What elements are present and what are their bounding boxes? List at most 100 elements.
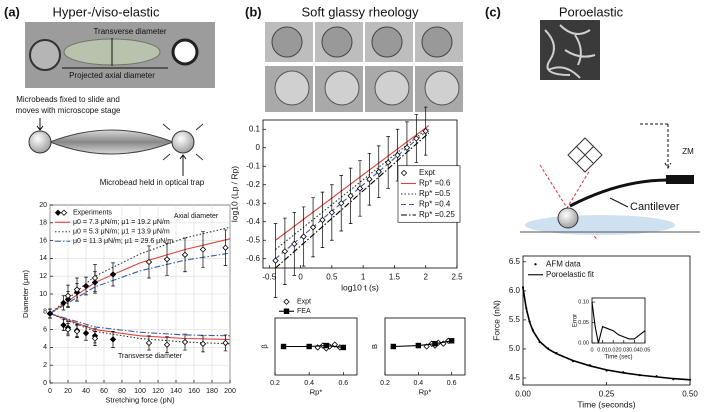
- marker: [181, 251, 189, 259]
- marker: [323, 342, 329, 349]
- legend-label: μ0 = 5.3 μN/m; μ1 = 13.9 μN/m: [73, 229, 170, 236]
- marker: [291, 240, 298, 248]
- cell-schematic: [48, 129, 175, 155]
- annotation: Microbead held in optical trap: [100, 178, 205, 187]
- y-axis-label: Force (nN): [491, 300, 501, 341]
- cell-image: [324, 70, 360, 106]
- marker: [91, 274, 99, 282]
- y-tick-label: 16: [39, 237, 47, 244]
- y-tick-label: 8: [43, 309, 47, 316]
- data-line: [275, 125, 430, 241]
- marker: [340, 344, 347, 351]
- y-tick-label: -0.2: [246, 180, 260, 189]
- cantilever-base: [666, 175, 694, 184]
- legend-marker: [54, 209, 62, 216]
- x-tick-label: 200: [224, 388, 236, 395]
- y-tick-label: -0.1: [246, 161, 260, 170]
- marker: [60, 299, 67, 307]
- x-tick-label: 0.4: [304, 380, 314, 387]
- marker: [64, 326, 72, 333]
- panel-label: (c): [485, 4, 501, 19]
- legend-label: μ0 = 7.3 μN/m; μ1 = 19.2 μN/m: [73, 219, 170, 226]
- x-tick-label: 0.4: [413, 380, 423, 387]
- arrow: [609, 197, 629, 208]
- x-tick-label: 0.2: [380, 380, 390, 387]
- marker: [375, 168, 382, 175]
- legend-label: Experiments: [73, 210, 112, 217]
- x-tick-label: 0: [48, 388, 52, 395]
- x-tick-label: 2: [423, 272, 428, 281]
- data-line: [49, 313, 231, 340]
- image-strip: [265, 22, 463, 112]
- cell-image: [374, 70, 410, 106]
- y-tick-label: 0.05: [578, 320, 589, 326]
- cell-image: [271, 26, 303, 58]
- x-tick-label: 0.01: [597, 347, 608, 353]
- y-tick-label: 14: [39, 255, 47, 262]
- marker: [199, 246, 207, 253]
- cell-image: [424, 70, 460, 106]
- legend-marker: [60, 209, 68, 216]
- x-tick-label: 0.02: [608, 347, 619, 353]
- bead: [171, 38, 199, 66]
- y-tick-label: 0: [43, 380, 47, 387]
- marker: [82, 282, 90, 290]
- legend-label: Rp* =0.25: [419, 210, 455, 219]
- x-axis-label: Time (seconds): [577, 399, 635, 409]
- legend-marker: [400, 169, 408, 177]
- marker: [432, 340, 438, 347]
- x-tick-label: 140: [170, 388, 182, 395]
- annotation: Transverse diameter: [93, 27, 166, 36]
- marker: [222, 339, 229, 347]
- x-axis-label: log10 t (s): [341, 282, 379, 292]
- y-axis-label: B: [370, 344, 379, 349]
- annotation: Microbeads fixed to slide and: [16, 95, 120, 104]
- data-line: [522, 287, 691, 381]
- marker: [181, 338, 189, 346]
- network-texture: [544, 24, 596, 79]
- x-axis-label: Time (sec): [604, 354, 632, 360]
- marker: [46, 310, 54, 317]
- marker: [422, 127, 429, 135]
- annotation: Cantilever: [630, 201, 680, 213]
- marker: [338, 200, 345, 207]
- legend-label: Expt: [297, 299, 311, 306]
- arrow: [36, 118, 44, 131]
- y-tick-label: 6.0: [509, 286, 521, 295]
- legend-label: AFM data: [546, 259, 581, 268]
- marker: [109, 336, 117, 343]
- panel-title: Hyper-/viso-elastic: [53, 4, 160, 19]
- data-line: [591, 302, 646, 344]
- y-tick-label: -0.5: [246, 235, 260, 244]
- legend-label: FEA: [297, 308, 311, 315]
- x-tick-label: 0.6: [447, 380, 457, 387]
- legend-label: Poroelastic fit: [546, 270, 595, 279]
- marker: [366, 176, 373, 183]
- y-tick-label: 2: [43, 362, 47, 369]
- annotation: Transverse diameter: [118, 353, 183, 360]
- marker: [448, 338, 455, 344]
- legend-label: Rp* =0.5: [419, 189, 451, 198]
- plot-frame: [522, 255, 691, 386]
- marker: [73, 328, 81, 335]
- panel-label: (b): [245, 4, 262, 19]
- data-line: [393, 340, 452, 348]
- y-axis-label: Error: [573, 314, 579, 327]
- y-tick-label: 0.00: [578, 340, 589, 346]
- marker: [163, 341, 171, 348]
- marker: [283, 298, 290, 305]
- cell-image: [421, 26, 453, 58]
- y-tick-label: 20: [39, 202, 47, 209]
- x-tick-label: 100: [134, 388, 146, 395]
- marker: [199, 340, 207, 348]
- x-tick-label: 60: [100, 388, 108, 395]
- marker: [384, 159, 392, 166]
- y-tick-label: 10: [39, 291, 47, 298]
- marker: [145, 258, 153, 266]
- annotation: Axial diameter: [174, 213, 219, 220]
- marker: [394, 151, 401, 159]
- marker: [306, 343, 312, 350]
- annotation: ZM: [682, 147, 694, 156]
